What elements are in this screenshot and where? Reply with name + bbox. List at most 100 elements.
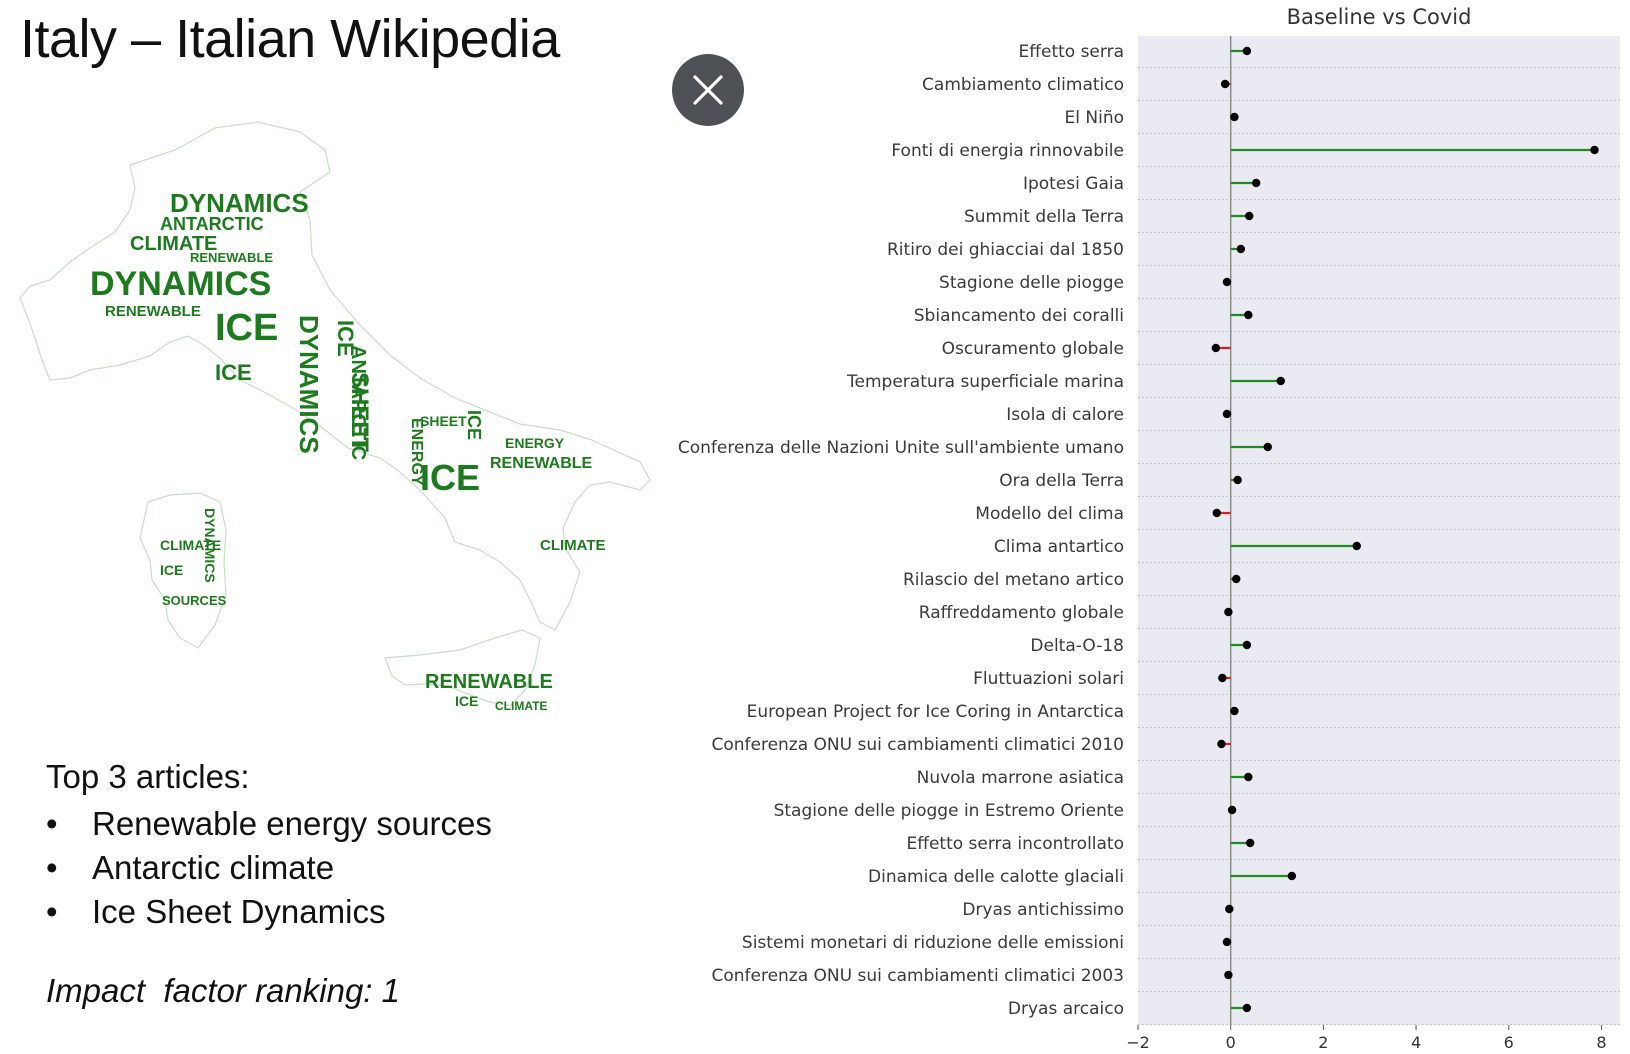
category-label: Modello del clima	[975, 504, 1124, 524]
cloud-word: CLIMATE	[160, 537, 221, 553]
category-label: Sistemi monetari di riduzione delle emis…	[742, 933, 1124, 953]
category-label: Fluttuazioni solari	[973, 669, 1124, 689]
category-label: Sbiancamento dei coralli	[914, 306, 1124, 326]
article-name: Antarctic climate	[92, 849, 335, 886]
data-point	[1227, 805, 1237, 815]
category-label: Temperatura superficiale marina	[846, 372, 1124, 392]
close-button[interactable]	[672, 54, 744, 126]
cloud-word: ICE	[333, 320, 358, 357]
x-tick-label: 0	[1226, 1033, 1236, 1052]
category-label: Oscuramento globale	[942, 339, 1124, 359]
data-point	[1222, 937, 1232, 947]
cloud-word: DYNAMICS	[90, 265, 271, 303]
list-item: • Ice Sheet Dynamics	[46, 892, 492, 936]
bullet: •	[46, 849, 58, 886]
article-name: Ice Sheet Dynamics	[92, 893, 386, 930]
article-name: Renewable energy sources	[92, 805, 492, 842]
cloud-word: CLIMATE	[540, 537, 606, 554]
data-point	[1244, 310, 1253, 320]
data-point	[1244, 772, 1253, 782]
x-tick-label: 6	[1504, 1033, 1514, 1052]
cloud-word: SHEET	[420, 413, 467, 429]
plot-background	[1138, 36, 1620, 1025]
cloud-word: ICE	[455, 693, 478, 709]
category-label: Rilascio del metano artico	[903, 570, 1124, 590]
data-point	[1233, 475, 1242, 485]
category-label: Effetto serra	[1019, 42, 1124, 62]
bullet: •	[46, 805, 58, 842]
data-point	[1224, 607, 1233, 617]
cloud-word: RENEWABLE	[190, 250, 273, 265]
cloud-word: ANTARCTIC	[347, 345, 369, 460]
data-point	[1218, 673, 1227, 683]
data-point	[1245, 211, 1254, 221]
category-label: Ritiro dei ghiacciai dal 1850	[887, 240, 1124, 260]
category-label: Ipotesi Gaia	[1023, 174, 1124, 194]
x-tick-label: 2	[1318, 1033, 1328, 1052]
cloud-word: CLIMATE	[495, 699, 547, 713]
cloud-word: CLIMATE	[130, 233, 217, 255]
category-label: Isola di calore	[1006, 405, 1124, 425]
data-point	[1217, 739, 1226, 749]
cloud-word: DYNAMICS	[294, 315, 324, 454]
category-label: Nuvola marrone asiatica	[917, 768, 1124, 788]
category-label: El Niño	[1065, 108, 1124, 128]
data-point	[1211, 343, 1221, 353]
data-point	[1222, 409, 1232, 419]
close-icon	[693, 75, 723, 105]
data-point	[1222, 277, 1232, 287]
cloud-word: RENEWABLE	[490, 455, 593, 472]
cloud-word: ENERGY	[505, 435, 565, 451]
category-label: Summit della Terra	[964, 207, 1124, 227]
italy-wordcloud-map: DYNAMICS CLIMATE ANTARCTIC DYNAMICS ICE …	[19, 121, 651, 713]
chart-title: Baseline vs Covid	[1287, 5, 1472, 29]
category-label: Cambiamento climatico	[922, 75, 1124, 95]
category-label: Dryas arcaico	[1008, 999, 1124, 1019]
category-label: Delta-O-18	[1030, 636, 1124, 656]
category-label: Conferenza delle Nazioni Unite sull'ambi…	[678, 438, 1124, 458]
bullet: •	[46, 893, 58, 930]
list-item: • Renewable energy sources	[46, 804, 492, 848]
category-label: Dinamica delle calotte glaciali	[868, 867, 1124, 887]
cloud-word: DYNAMICS	[202, 508, 218, 583]
italy-silhouette	[19, 121, 651, 707]
category-label: Stagione delle piogge in Estremo Oriente	[774, 801, 1124, 821]
cloud-word: ICE	[215, 360, 252, 385]
data-point	[1242, 1003, 1252, 1013]
cloud-word: ICE	[464, 410, 484, 440]
category-label: European Project for Ice Coring in Antar…	[747, 702, 1124, 722]
data-point	[1245, 838, 1255, 848]
cloud-word: SHEET	[346, 372, 373, 452]
category-label: Dryas antichissimo	[962, 900, 1124, 920]
category-label: Conferenza ONU sui cambiamenti climatici…	[711, 735, 1124, 755]
x-tick-label: 4	[1411, 1033, 1421, 1052]
data-point	[1230, 706, 1239, 716]
data-point	[1251, 178, 1261, 188]
data-point	[1230, 112, 1239, 122]
data-point	[1220, 79, 1230, 89]
data-point	[1352, 541, 1361, 551]
cloud-word: ICE	[160, 562, 183, 578]
data-point	[1242, 640, 1252, 650]
category-label: Clima antartico	[994, 537, 1124, 557]
category-label: Raffreddamento globale	[919, 603, 1124, 623]
top-articles-list: Top 3 articles: • Renewable energy sourc…	[46, 758, 492, 936]
category-label: Effetto serra incontrollato	[907, 834, 1125, 854]
slide-title: Italy – Italian Wikipedia	[20, 9, 560, 69]
x-tick-label: 8	[1596, 1033, 1606, 1052]
cloud-word: RENEWABLE	[105, 303, 201, 320]
category-label: Stagione delle piogge	[939, 273, 1124, 293]
data-point	[1232, 574, 1241, 584]
top-articles-heading: Top 3 articles:	[46, 758, 250, 795]
cloud-word: ANTARCTIC	[160, 214, 264, 234]
x-tick-label: −2	[1126, 1033, 1150, 1052]
data-point	[1242, 46, 1252, 56]
cloud-word: ENERGY	[408, 418, 425, 486]
cloud-word: DYNAMICS	[170, 188, 309, 218]
data-point	[1236, 244, 1246, 254]
cloud-word: RENEWABLE	[425, 671, 553, 693]
data-point	[1276, 376, 1285, 386]
cloud-word: SOURCES	[162, 593, 227, 608]
data-point	[1225, 904, 1234, 914]
